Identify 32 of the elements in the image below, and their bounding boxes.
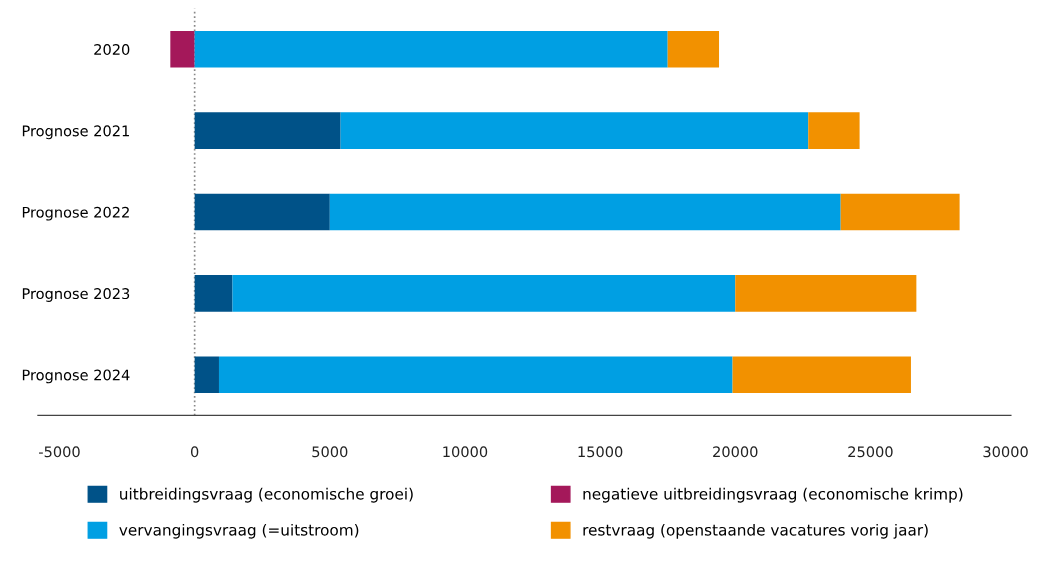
x-tick-label: 5000 <box>312 446 348 458</box>
bar <box>194 112 341 149</box>
bar <box>218 356 733 394</box>
bar <box>808 112 860 149</box>
bar <box>194 30 668 68</box>
y-tick-label: Prognose 2023 <box>22 288 130 302</box>
bar <box>732 356 911 394</box>
x-tick-label: 20000 <box>713 446 758 458</box>
bar <box>194 193 330 231</box>
bar <box>170 30 195 68</box>
bar <box>232 275 736 312</box>
x-tick-label: 0 <box>190 446 199 458</box>
legend-label: uitbreidingsvraag (economische groei) <box>120 487 413 503</box>
x-tick-label: 15000 <box>578 446 623 458</box>
legend-label: negatieve uitbreidingsvraag (economische krimp) <box>583 487 963 503</box>
bar <box>194 275 233 312</box>
x-tick-label: 10000 <box>443 446 488 458</box>
y-tick-label: Prognose 2022 <box>22 206 129 221</box>
bar <box>667 30 720 68</box>
legend-label: restvraag (openstaande vacatures vorig jaar) <box>583 523 928 539</box>
bar <box>340 112 809 149</box>
bar <box>329 193 841 231</box>
bar <box>840 193 960 231</box>
y-tick-label: 2020 <box>94 43 130 56</box>
legend-label: vervangingsvraag (=uitstroom) <box>119 523 359 539</box>
bar <box>194 356 219 394</box>
bar <box>735 275 917 312</box>
y-tick-label: Prognose 2024 <box>22 369 130 384</box>
x-tick-label: 30000 <box>983 446 1028 458</box>
x-tick-label: -5000 <box>39 446 80 458</box>
y-tick-label: Prognose 2021 <box>22 125 129 140</box>
x-tick-label: 25000 <box>848 446 893 458</box>
